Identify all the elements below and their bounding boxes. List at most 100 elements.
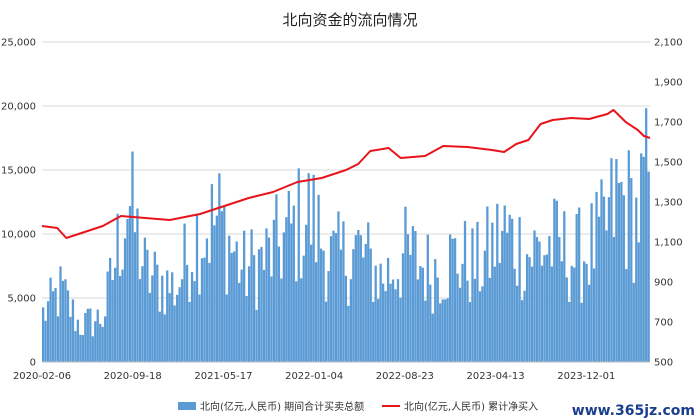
bar: [545, 254, 549, 362]
x-tick-label: 2023-12-01: [557, 371, 615, 382]
bar: [354, 235, 357, 362]
bar: [357, 230, 360, 362]
bar: [101, 326, 104, 362]
bar: [74, 331, 77, 362]
bar: [558, 236, 561, 362]
bar: [339, 249, 343, 362]
bar: [312, 174, 315, 362]
bar: [553, 198, 556, 362]
bar: [635, 197, 638, 362]
bar: [69, 316, 72, 362]
bar: [491, 222, 494, 362]
y-left-tick-label: 25,000: [1, 38, 36, 49]
bar: [262, 269, 266, 362]
bar: [71, 299, 75, 362]
bar: [96, 309, 99, 362]
bar: [113, 267, 117, 362]
bar: [218, 173, 221, 362]
bar: [302, 255, 305, 362]
bar: [513, 268, 516, 362]
bar: [247, 266, 251, 362]
bar: [59, 266, 62, 362]
bar: [44, 320, 47, 362]
bar: [597, 216, 601, 362]
bar: [528, 257, 531, 362]
bar: [575, 213, 578, 362]
y-left-tick-label: 5,000: [7, 294, 36, 305]
bar: [349, 279, 353, 362]
bar: [334, 232, 338, 362]
bar: [381, 283, 385, 362]
bar: [233, 251, 236, 362]
x-tick-label: 2020-02-06: [13, 371, 71, 382]
bar: [49, 277, 52, 362]
bar: [424, 300, 427, 362]
bar: [568, 301, 571, 362]
bar: [394, 289, 397, 362]
bar: [488, 277, 491, 362]
bar: [295, 281, 298, 362]
bar: [610, 158, 613, 362]
bar: [163, 314, 166, 362]
x-tick-label: 2023-04-13: [467, 371, 525, 382]
bar: [439, 303, 442, 362]
bar: [506, 232, 509, 362]
y-right-tick-label: 1,700: [654, 118, 683, 129]
bar: [441, 299, 444, 362]
bar: [252, 255, 256, 362]
bar: [280, 278, 283, 362]
bar: [431, 313, 434, 362]
bar: [287, 190, 290, 362]
bar: [344, 275, 348, 362]
bar: [496, 203, 499, 362]
bar: [587, 284, 591, 362]
bar: [198, 294, 201, 362]
bar: [386, 257, 390, 362]
bar: [602, 196, 606, 362]
bar: [377, 298, 380, 362]
bar: [543, 255, 546, 362]
bar: [146, 249, 149, 362]
y-right-tick-label: 1,100: [654, 238, 683, 249]
bar: [257, 249, 261, 362]
bar: [548, 236, 551, 362]
bar: [605, 230, 608, 362]
bar: [637, 242, 640, 362]
bar: [297, 168, 300, 362]
bar: [111, 280, 114, 362]
bar: [250, 229, 253, 362]
bar: [285, 217, 288, 362]
x-tick-label: 2022-01-04: [285, 371, 343, 382]
bar: [203, 257, 206, 362]
bar: [384, 291, 387, 362]
bar: [84, 312, 87, 362]
bar: [389, 283, 392, 362]
bar: [483, 250, 487, 362]
bar: [178, 287, 181, 362]
y-left-tick-label: 15,000: [1, 166, 36, 177]
bar: [66, 290, 70, 362]
bar: [508, 214, 511, 362]
bar: [622, 195, 625, 362]
bar: [647, 171, 650, 362]
bar: [625, 269, 628, 362]
bar: [64, 279, 67, 362]
bar: [453, 238, 457, 362]
bar: [121, 269, 124, 362]
bar: [461, 263, 464, 362]
bar: [225, 294, 228, 362]
y-right-tick-label: 1,300: [654, 198, 683, 209]
bar: [401, 253, 405, 362]
bar: [255, 309, 258, 362]
bar: [570, 265, 573, 362]
bar: [530, 266, 534, 362]
bar: [292, 205, 295, 362]
bar: [310, 244, 313, 362]
bar: [379, 263, 382, 362]
bar: [617, 182, 621, 362]
y-left-tick-label: 20,000: [1, 102, 36, 113]
bar: [126, 219, 129, 362]
bar: [399, 297, 402, 362]
bar: [161, 275, 164, 362]
bar: [136, 208, 139, 362]
